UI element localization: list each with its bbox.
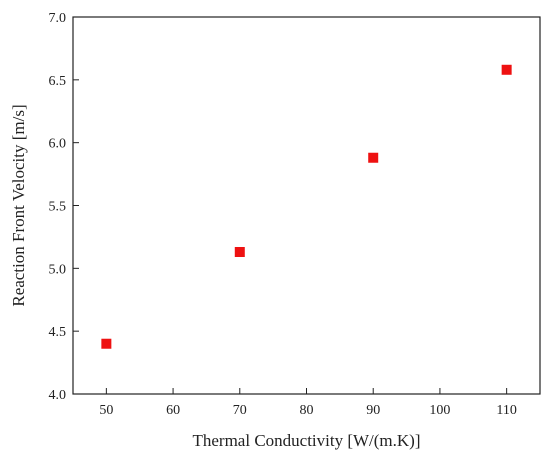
x-tick-label: 70 (233, 403, 247, 418)
x-tick-label: 80 (300, 403, 314, 418)
y-tick-label: 4.0 (49, 388, 67, 403)
x-tick-label: 100 (429, 403, 450, 418)
y-tick-label: 6.5 (49, 74, 67, 89)
y-axis-ticks: 4.0 4.5 5.0 5.5 6.0 6.5 7.0 (49, 11, 79, 403)
data-points (101, 64, 512, 349)
y-axis-title: Reaction Front Velocity [m/s] (9, 104, 28, 306)
data-point (234, 246, 245, 257)
y-tick-label: 7.0 (49, 11, 67, 26)
x-tick-label: 60 (166, 403, 180, 418)
x-axis-title: Thermal Conductivity [W/(m.K)] (192, 431, 420, 450)
data-point (368, 152, 379, 163)
y-tick-label: 4.5 (49, 325, 67, 340)
plot-frame (72, 16, 541, 395)
x-tick-label: 90 (366, 403, 380, 418)
y-tick-label: 5.5 (49, 200, 67, 215)
x-tick-label: 110 (496, 403, 516, 418)
data-point (101, 338, 112, 349)
x-tick-label: 50 (99, 403, 113, 418)
y-tick-label: 6.0 (49, 137, 67, 152)
data-point (501, 64, 512, 75)
x-axis-ticks: 50 60 70 80 90 100 110 (99, 388, 517, 418)
y-tick-label: 5.0 (49, 262, 67, 277)
